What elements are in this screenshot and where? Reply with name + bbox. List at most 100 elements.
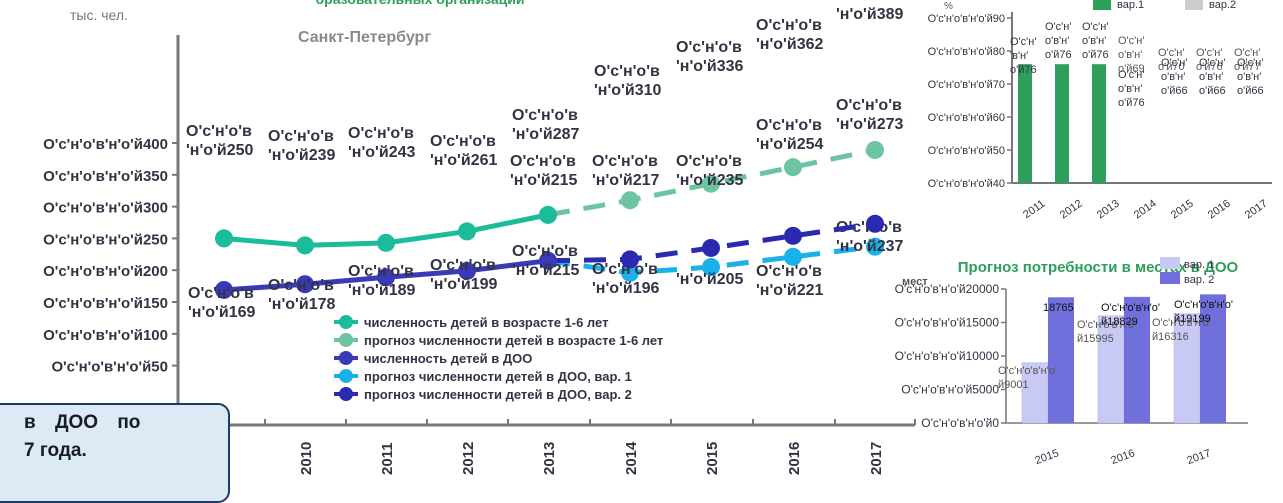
line-series-data-label-line: 'н'o'й189 xyxy=(348,282,415,299)
line-series-data-label-line: O'c'н'o'в xyxy=(756,263,822,280)
pct-chart-bar-label-line: O'c'н' xyxy=(1237,57,1263,69)
pct-chart-bar-label-line: o'в'н' xyxy=(1045,35,1069,47)
line-chart-x-tick-label: 2017 xyxy=(868,442,885,475)
line-series-point xyxy=(702,238,720,257)
line-series-data-label-line: 'н'o'й362 xyxy=(756,36,823,53)
demand-chart-bar-label-v1: O'c'н'o'в'н'o' й16316 xyxy=(1152,317,1211,343)
pct-chart-y-tick-label: O'c'н'o'в'н'o'й70 xyxy=(928,79,1005,91)
line-series-point xyxy=(539,251,557,270)
line-series-data-label-line: 'н'o'й310 xyxy=(594,82,661,99)
demand-chart-y-tick-label: O'c'н'o'в'н'o'й15000 xyxy=(895,316,1000,330)
pct-chart-bar-label-line: o'в'н' xyxy=(1237,71,1261,83)
demand-chart-bar-label-v1: O'c'н'o'в'н'o' й15995 xyxy=(1077,319,1136,345)
demand-chart-bar-label-v1-line: й9001 xyxy=(998,379,1029,391)
pct-chart-bar-label-v2-line: o'й70 xyxy=(1158,61,1185,73)
line-series-data-label: O'c'н'o'в 'н'o'й389 xyxy=(836,0,903,23)
pct-chart-bar-label-line: o'й66 xyxy=(1199,85,1226,97)
line-series-data-label-line: O'c'н'o'в xyxy=(512,243,578,260)
note-line-2: 7 года. xyxy=(24,440,87,461)
pct-chart-bar xyxy=(1018,64,1032,183)
line-series-data-label-line: O'c'н'o'в xyxy=(836,0,902,4)
line-series-data-label: O'c'н'o'в 'н'o'й261 xyxy=(430,133,497,169)
pct-chart-bar xyxy=(1092,64,1106,183)
demand-chart-bar-v1 xyxy=(1021,362,1049,424)
pct-chart-y-tick-label: O'c'н'o'в'н'o'й90 xyxy=(928,13,1005,25)
demand-chart-bar-v1 xyxy=(1097,315,1125,424)
line-series-data-label-line: O'c'н'o'в xyxy=(348,125,414,142)
line-series-data-label-line: O'c'н'o'в xyxy=(512,107,578,124)
line-series-point xyxy=(377,268,395,287)
pct-chart-bar-label-line: o'й76 xyxy=(1045,49,1072,61)
demand-chart-bar-v2 xyxy=(1124,296,1150,423)
pct-chart-bar-label-v2-line: o'й77 xyxy=(1234,61,1261,73)
line-series-point xyxy=(866,237,884,256)
slide-title-fragment: бразовательных организаций xyxy=(316,0,525,7)
line-chart-y-tick-label: O'c'н'o'в'н'o'й50 xyxy=(51,359,168,376)
legend-swatch-marker xyxy=(339,351,353,365)
demand-chart-ylabel: мест xyxy=(902,276,928,288)
demand-chart-y-tick-label: O'c'н'o'в'н'o'й20000 xyxy=(895,282,1000,296)
line-series-data-label-line: O'c'н'o'в xyxy=(592,153,658,170)
line-series-data-label-line: 'н'o'й287 xyxy=(512,126,579,143)
legend-swatch-marker xyxy=(339,387,353,401)
line-chart-legend: численность детей в возрасте 1-6 лет прог… xyxy=(334,315,663,402)
pct-chart-bar-label-line: o'й66 xyxy=(1237,85,1264,97)
line-series-data-label-line: 'н'o'й239 xyxy=(268,147,335,164)
line-series-data-label-line: O'c'н'o'в xyxy=(186,123,252,140)
line-series-point xyxy=(458,261,476,280)
line-series-data-label-line: 'н'o'й273 xyxy=(836,116,903,133)
line-series-point xyxy=(702,258,720,277)
line-series-data-label-line: 'н'o'й196 xyxy=(592,280,659,297)
pct-chart-y-tick-label: O'c'н'o'в'н'o'й50 xyxy=(928,145,1005,157)
demand-legend-label: вар. 2 xyxy=(1184,274,1214,286)
line-series-data-label: O'c'н'o'в 'н'o'й199 xyxy=(430,257,497,293)
line-series-data-label: O'c'н'o'в 'н'o'й215 xyxy=(510,153,577,189)
line-series-data-label-line: O'c'н'o'в xyxy=(756,117,822,134)
demand-chart-bar-label-v2-line: й19199 xyxy=(1174,313,1211,325)
demand-chart-bar-v1 xyxy=(1173,313,1201,424)
line-series-point xyxy=(296,236,314,255)
pct-chart-bar-label-v2-line: O'c'н' xyxy=(1158,47,1184,59)
pct-chart-bar-label-line: O'c'н' xyxy=(1082,21,1108,33)
demand-legend-swatch xyxy=(1160,257,1180,269)
line-series-data-label-line: 'н'o'й205 xyxy=(676,271,743,288)
pct-chart-bar-label-line: o'в'н' xyxy=(1199,71,1223,83)
note-box: в ДОО по 7 года. xyxy=(0,403,230,503)
line-chart-axes xyxy=(172,35,916,427)
line-series-data-label-line: 'н'o'й243 xyxy=(348,144,415,161)
pct-chart-x-tick-label: 2013 xyxy=(1095,198,1122,222)
pct-chart-bar-label-v2-line: O'c'н' xyxy=(1234,47,1260,59)
pct-chart-x-tick-label: 2014 xyxy=(1132,198,1159,222)
line-series-point xyxy=(784,226,802,245)
line-series-data-label-line: O'c'н'o'в xyxy=(676,153,742,170)
pct-chart-bar-label-line: O'c'н' xyxy=(1161,57,1187,69)
line-series-point xyxy=(296,275,314,294)
line-series-data-label-line: 'н'o'й250 xyxy=(186,142,253,159)
line-series-data-label-line: O'c'н'o'в xyxy=(756,17,822,34)
line-series-data-label-line: 'н'o'й215 xyxy=(512,262,579,279)
line-series-point xyxy=(621,250,639,269)
demand-chart-bar-label-v2-line: й18829 xyxy=(1101,316,1138,328)
charts-canvas: бразовательных организаций тыс. чел. Санкт… xyxy=(43,0,1272,475)
demand-chart-bar-label-v1-line: й16316 xyxy=(1152,331,1189,343)
demand-chart-bar-label-v1-line: O'c'н'o'в'н'o' xyxy=(1152,317,1211,329)
pct-chart-bar-label-v2-line: o'в'н' xyxy=(1118,49,1142,61)
demand-chart-x-tick-label: 2016 xyxy=(1109,447,1136,467)
line-chart-y-tick-label: O'c'н'o'в'н'o'й200 xyxy=(43,263,168,280)
line-series-point xyxy=(866,140,884,159)
line-chart-y-tick-label: O'c'н'o'в'н'o'й350 xyxy=(43,168,168,185)
demand-chart-bar-label-v2-line: O'c'н'o'в'н'o' xyxy=(1101,302,1160,314)
line-series-data-label: 'н'o'й205 xyxy=(676,271,743,288)
line-series-data-label-line: 'н'o'й389 xyxy=(836,6,903,23)
pct-legend-swatch xyxy=(1093,0,1111,10)
pct-chart-bar-label-line: O'c'н' xyxy=(1045,21,1071,33)
pct-chart-bar-label-v2-line: o'й76 xyxy=(1196,61,1223,73)
pct-chart-bar-label-line: o'й76 xyxy=(1118,97,1145,109)
pct-chart-bar-label: O'c'н' o'в'н' o'й66 xyxy=(1237,57,1264,97)
pct-chart-bar-label-v2-line: o'й69 xyxy=(1118,63,1145,75)
demand-chart-bar-label-v2-line: O'c'н'o'в'н'o' xyxy=(1174,299,1233,311)
pct-chart-bar-label-v2: O'c'н'o'й76 xyxy=(1196,47,1223,73)
line-series-point xyxy=(539,205,557,224)
line-chart-subtitle: Санкт-Петербург xyxy=(298,29,431,46)
